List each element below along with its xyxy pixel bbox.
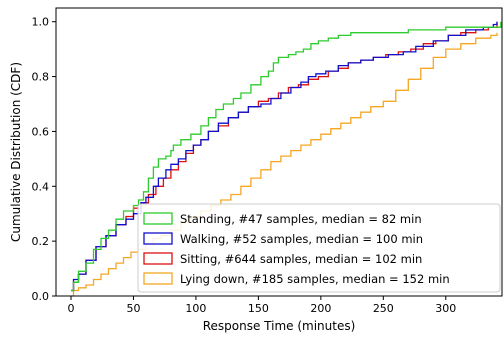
- legend-swatch: [143, 212, 173, 225]
- series-line-walking: [71, 21, 498, 292]
- x-tick-label: 100: [185, 302, 206, 315]
- y-tick-label: 0.0: [32, 290, 50, 303]
- y-axis-ticks: 0.0 0.2 0.4 0.6 0.8 1.0: [32, 16, 56, 303]
- legend: Standing, #47 samples, median = 82 min Wa…: [137, 203, 501, 293]
- legend-swatch: [143, 232, 173, 245]
- y-axis-label: Cumulative Distribution (CDF): [9, 62, 23, 242]
- legend-swatch: [143, 252, 173, 265]
- series-layer: [71, 21, 502, 297]
- x-tick-label: 150: [248, 302, 269, 315]
- legend-swatch: [143, 272, 173, 285]
- x-axis-label: Response Time (minutes): [203, 319, 356, 333]
- x-tick-label: 50: [126, 302, 140, 315]
- x-tick-label: 300: [435, 302, 456, 315]
- x-tick-label: 200: [310, 302, 331, 315]
- x-axis-ticks: 0 50 100 150 200 250 300: [67, 296, 456, 315]
- series-line-lying-down: [71, 32, 498, 297]
- y-tick-label: 0.4: [32, 180, 50, 193]
- plot-frame: [55, 7, 503, 297]
- y-tick-label: 0.2: [32, 235, 50, 248]
- y-tick-label: 1.0: [32, 16, 50, 29]
- x-tick-label: 0: [67, 302, 74, 315]
- legend-entry: Sitting, #644 samples, median = 102 min: [180, 252, 422, 266]
- x-tick-label: 250: [373, 302, 394, 315]
- y-tick-label: 0.8: [32, 71, 50, 84]
- series-line-standing: [71, 21, 502, 292]
- legend-box: [137, 203, 501, 293]
- legend-entry: Walking, #52 samples, median = 100 min: [180, 232, 423, 246]
- legend-entry: Lying down, #185 samples, median = 152 m…: [180, 272, 450, 286]
- legend-entry: Standing, #47 samples, median = 82 min: [180, 212, 422, 226]
- y-tick-label: 0.6: [32, 125, 50, 138]
